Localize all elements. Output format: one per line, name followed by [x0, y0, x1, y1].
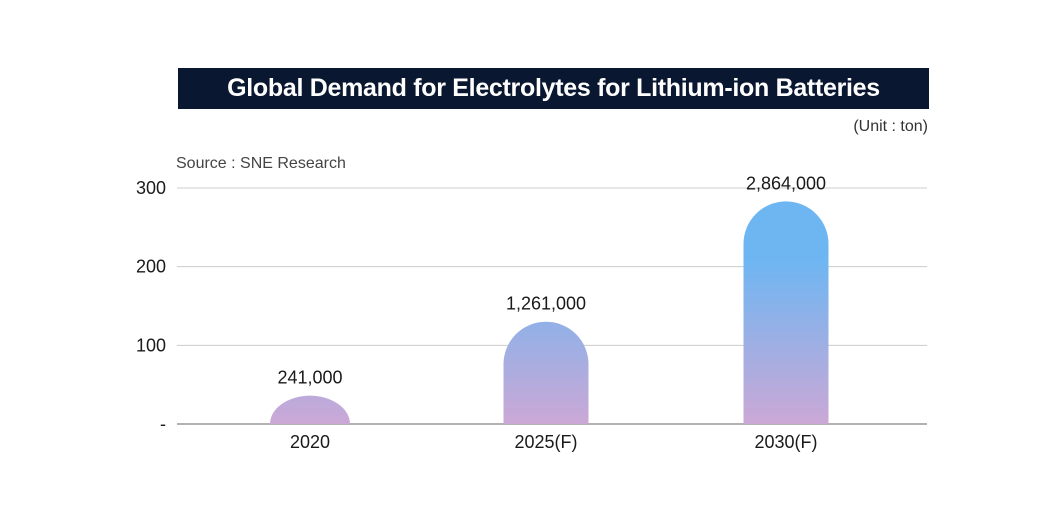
x-tick-label: 2030(F) [754, 432, 817, 452]
chart-title: Global Demand for Electrolytes for Lithi… [227, 74, 880, 102]
source-note: Source : SNE Research [176, 155, 346, 172]
bar-value-label: 241,000 [277, 368, 342, 388]
bar-value-label: 2,864,000 [746, 173, 826, 193]
x-tick-label: 2025(F) [514, 432, 577, 452]
bar-value-label: 1,261,000 [506, 294, 586, 314]
x-tick-label: 2020 [290, 432, 330, 452]
bar [270, 395, 350, 424]
chart-title-bar: Global Demand for Electrolytes for Lithi… [178, 68, 929, 109]
bar [503, 321, 589, 424]
y-tick-label: 200 [136, 257, 166, 277]
y-tick-label: - [160, 414, 166, 434]
bar [743, 201, 829, 424]
unit-note: (Unit : ton) [853, 118, 928, 135]
y-tick-label: 300 [136, 178, 166, 198]
y-tick-label: 100 [136, 335, 166, 355]
